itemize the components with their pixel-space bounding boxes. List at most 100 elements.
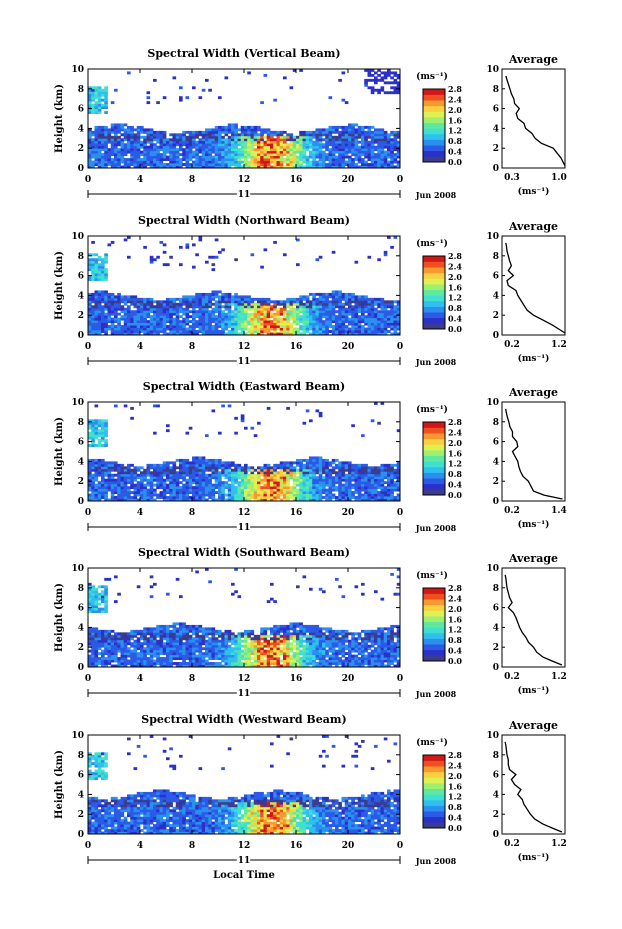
heatmap-cell xyxy=(101,458,105,462)
heatmap-cell xyxy=(354,332,359,336)
heatmap-cell xyxy=(380,135,385,139)
heatmap-cell xyxy=(318,128,323,132)
heatmap-cell xyxy=(114,302,118,306)
heatmap-cell xyxy=(393,332,398,336)
heatmap-cell xyxy=(370,322,375,326)
heatmap-cell xyxy=(97,325,102,328)
heatmap-cell xyxy=(325,498,329,502)
heatmap-cell xyxy=(101,595,105,599)
heatmap-cell xyxy=(351,135,355,139)
heatmap-cell xyxy=(162,486,167,490)
heatmap-cell xyxy=(231,145,235,149)
heatmap-cell xyxy=(286,150,290,154)
heatmap-cell xyxy=(322,320,326,324)
heatmap-cell xyxy=(299,491,303,494)
heatmap-cell xyxy=(107,320,112,324)
heatmap-cell xyxy=(361,315,365,319)
heatmap-cell xyxy=(302,498,307,502)
heatmap-cell xyxy=(208,483,212,487)
heatmap-cell xyxy=(393,91,398,95)
heatmap-cell xyxy=(244,138,248,142)
heatmap-cell xyxy=(91,590,95,594)
heatmap-cell xyxy=(341,471,346,475)
heatmap-cell xyxy=(377,330,381,333)
heatmap-cell xyxy=(331,140,336,144)
heatmap-cell xyxy=(390,163,394,166)
heatmap-cell xyxy=(221,165,225,169)
heatmap-cell xyxy=(266,406,271,410)
heatmap-cell xyxy=(344,320,349,324)
heatmap-cell xyxy=(312,322,316,326)
heatmap-cell xyxy=(208,312,212,316)
heatmap-cell xyxy=(380,148,385,152)
heatmap-cell xyxy=(276,322,281,326)
heatmap-cell xyxy=(270,133,274,137)
heatmap-cell xyxy=(325,158,329,161)
heatmap-cell xyxy=(88,488,92,492)
heatmap-cell xyxy=(110,488,115,492)
heatmap-cell xyxy=(133,325,138,328)
heatmap-cell xyxy=(179,148,183,152)
heatmap-cell xyxy=(88,644,92,648)
heatmap-cell xyxy=(244,163,248,166)
heatmap-cell xyxy=(276,312,281,316)
heatmap-cell xyxy=(94,652,99,656)
heatmap-cell xyxy=(286,406,290,410)
heatmap-cell xyxy=(257,330,261,333)
heatmap-cell xyxy=(97,632,102,636)
heatmap-cell xyxy=(104,295,108,299)
heatmap-cell xyxy=(237,133,242,137)
heatmap-cell xyxy=(227,125,232,129)
heatmap-cell xyxy=(224,155,229,159)
heatmap-cell xyxy=(234,486,238,490)
heatmap-cell xyxy=(273,330,277,333)
heatmap-cell xyxy=(110,163,115,166)
heatmap-cell xyxy=(292,478,297,482)
heatmap-cell xyxy=(315,160,320,164)
heatmap-cell xyxy=(101,585,105,589)
heatmap-cell xyxy=(156,150,160,154)
heatmap-cell xyxy=(370,165,375,169)
heatmap-cell xyxy=(136,133,141,137)
heatmap-cell xyxy=(214,315,219,319)
heatmap-cell xyxy=(312,302,316,306)
heatmap-cell xyxy=(120,305,125,309)
heatmap-cell xyxy=(370,160,375,164)
heatmap-cell xyxy=(221,473,225,477)
heatmap-cell xyxy=(94,662,99,665)
heatmap-cell xyxy=(279,153,284,157)
heatmap-cell xyxy=(149,488,154,492)
heatmap-cell xyxy=(94,332,99,336)
heatmap-cell xyxy=(296,312,300,316)
heatmap-cell xyxy=(338,322,342,326)
heatmap-cell xyxy=(357,332,362,336)
heatmap-cell xyxy=(179,325,183,328)
heatmap-cell xyxy=(357,493,362,497)
heatmap-cell xyxy=(354,463,359,467)
heatmap-cell xyxy=(120,463,125,467)
heatmap-cell xyxy=(101,652,105,656)
heatmap-cell xyxy=(130,133,134,137)
heatmap-cell xyxy=(149,300,154,304)
colorbar-segment xyxy=(423,105,445,112)
heatmap-cell xyxy=(374,78,378,82)
heatmap-cell xyxy=(107,315,112,319)
heatmap-cell xyxy=(370,130,375,134)
heatmap-cell xyxy=(91,488,95,492)
heatmap-cell xyxy=(335,320,339,324)
heatmap-cell xyxy=(257,305,261,309)
heatmap-cell xyxy=(169,481,173,485)
heatmap-cell xyxy=(214,498,219,502)
heatmap-cell xyxy=(335,496,339,499)
heatmap-cell xyxy=(149,478,154,482)
heatmap-cell xyxy=(273,496,277,499)
heatmap-cell xyxy=(166,424,170,428)
heatmap-cell xyxy=(123,153,128,157)
heatmap-cell xyxy=(156,140,160,144)
heatmap-cell xyxy=(266,468,271,472)
heatmap-cell xyxy=(208,138,212,142)
heatmap-cell xyxy=(185,135,190,139)
heatmap-cell xyxy=(192,456,196,460)
heatmap-cell xyxy=(182,295,186,299)
heatmap-cell xyxy=(159,476,164,480)
